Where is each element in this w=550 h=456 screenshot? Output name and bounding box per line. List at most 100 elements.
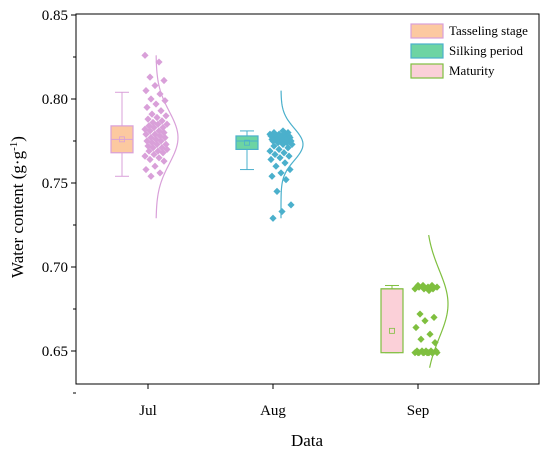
data-point: [149, 144, 157, 152]
data-point: [270, 142, 278, 150]
data-point: [275, 145, 283, 153]
data-point: [279, 140, 287, 148]
x-axis-title: Data: [291, 431, 324, 450]
data-point: [278, 207, 286, 216]
data-point: [142, 165, 150, 174]
data-point: [282, 176, 290, 184]
data-point: [433, 349, 441, 357]
data-point: [163, 120, 171, 128]
data-point: [163, 145, 171, 153]
data-point: [143, 103, 151, 111]
y-tick-label: 0.80: [42, 92, 68, 108]
data-point: [146, 73, 154, 81]
data-point: [276, 154, 284, 162]
data-point: [151, 81, 159, 90]
data-point: [273, 187, 281, 195]
data-point: [157, 107, 165, 115]
data-point: [147, 95, 155, 103]
data-point: [415, 349, 423, 357]
x-tick-label-aug: Aug: [260, 403, 286, 419]
data-point: [271, 150, 279, 159]
legend-swatch: [410, 23, 444, 39]
data-point: [269, 214, 277, 222]
data-point: [285, 152, 293, 160]
data-point: [272, 162, 280, 170]
data-point: [153, 113, 161, 122]
data-point: [162, 140, 170, 148]
series-tasseling-stage: [110, 51, 179, 219]
series-silking-period: [235, 90, 304, 222]
data-point: [142, 87, 150, 95]
legend-label: Maturity: [449, 63, 495, 78]
data-point: [158, 117, 166, 125]
x-tick-label-jul: Jul: [139, 403, 157, 419]
data-point: [162, 112, 170, 120]
data-point: [425, 286, 433, 295]
data-point: [420, 349, 428, 357]
distribution-curve: [280, 90, 304, 219]
box-iqr: [380, 288, 404, 354]
series-maturity: [380, 234, 449, 368]
legend-swatch: [410, 43, 444, 59]
data-point: [151, 162, 159, 170]
distribution-curve: [428, 234, 449, 368]
data-point: [155, 58, 163, 66]
data-point: [141, 152, 149, 160]
data-point: [157, 137, 165, 145]
data-point: [280, 149, 288, 157]
y-axis: 0.65 0.70 0.75 0.80 0.85: [42, 8, 76, 394]
legend-item-silking-period: Silking period: [410, 43, 524, 59]
data-point: [411, 285, 419, 293]
y-tick-label: 0.75: [42, 176, 68, 192]
data-point: [154, 120, 162, 128]
legend-item-maturity: Maturity: [410, 63, 495, 79]
data-point: [161, 134, 169, 142]
data-point: [268, 172, 276, 180]
data-point: [146, 155, 154, 164]
distribution-curve: [155, 55, 179, 219]
data-point: [277, 169, 285, 177]
data-point: [287, 201, 295, 209]
data-point: [425, 349, 433, 357]
legend-label: Silking period: [449, 43, 524, 58]
y-axis-title-close: ): [8, 136, 27, 142]
y-axis-title-superscript: -1: [8, 142, 20, 151]
data-point: [160, 157, 168, 165]
plot-frame: [75, 13, 540, 385]
x-axis: Jul Aug Sep: [139, 384, 429, 419]
data-point: [145, 147, 153, 155]
data-point: [267, 155, 275, 164]
data-point: [159, 149, 167, 157]
plot-content: [110, 51, 449, 368]
legend-item-tasseling-stage: Tasseling stage: [410, 23, 528, 39]
y-tick-label: 0.65: [42, 344, 68, 360]
data-point: [266, 147, 274, 155]
legend-swatch: [410, 63, 444, 79]
box-iqr: [235, 135, 259, 151]
data-point: [152, 100, 160, 108]
legend-label: Tasseling stage: [449, 23, 528, 38]
box-mean-marker: [389, 327, 395, 334]
data-point: [284, 144, 292, 152]
legend: Tasseling stage Silking period Maturity: [410, 23, 528, 79]
box-mean-marker: [119, 136, 125, 143]
data-point: [150, 123, 158, 132]
data-point: [430, 313, 438, 321]
box-mean-marker: [244, 139, 250, 146]
y-tick-label: 0.70: [42, 260, 68, 276]
data-point: [150, 150, 158, 159]
data-point: [288, 140, 296, 148]
data-point: [156, 169, 164, 177]
data-point: [159, 123, 167, 132]
data-point: [142, 130, 150, 138]
data-point: [426, 330, 434, 338]
data-point: [144, 115, 152, 123]
data-point: [412, 323, 420, 332]
data-point: [147, 172, 155, 180]
y-tick-label: 0.85: [42, 8, 68, 24]
y-axis-title: Water content (g·g-1): [8, 136, 27, 278]
data-point: [411, 349, 419, 357]
data-point: [146, 127, 154, 135]
data-point: [155, 154, 163, 162]
